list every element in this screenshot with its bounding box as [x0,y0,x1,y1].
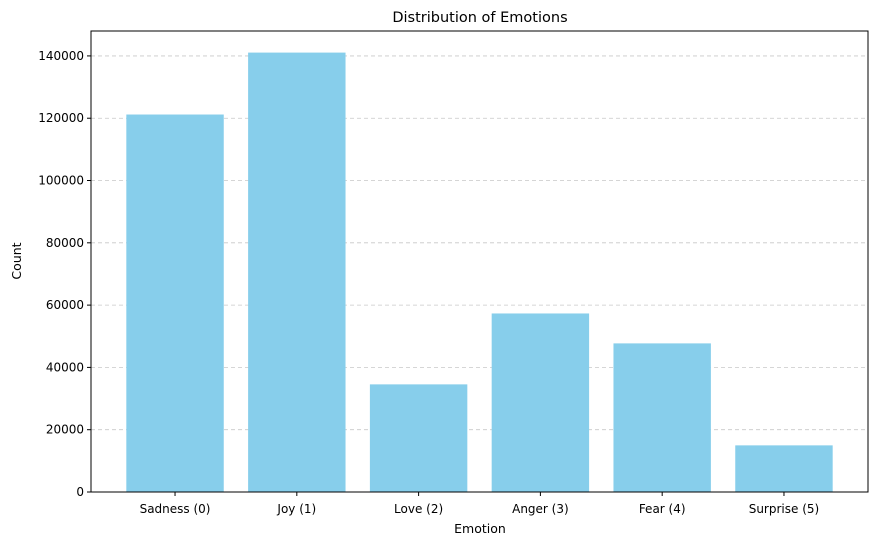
y-axis-label: Count [9,242,24,279]
bar-1 [248,52,346,492]
y-tick-label-0: 0 [76,485,84,499]
plot-frame [90,30,869,493]
x-axis: Sadness (0) Joy (1) Love (2) Anger (3) Fear … [140,492,820,516]
y-tick-label-1: 20000 [46,423,84,437]
bar-4 [613,343,711,492]
x-tick-label-0: Sadness (0) [140,502,211,516]
x-tick-label-3: Anger (3) [512,502,569,516]
x-tick-label-1: Joy (1) [276,502,316,516]
y-tick-label-7: 140000 [38,49,84,63]
bar-5 [735,445,833,492]
bar-3 [491,313,590,492]
x-tick-label-4: Fear (4) [639,502,686,516]
x-tick-label-5: Surprise (5) [749,502,820,516]
bar-2 [369,384,468,492]
bars [126,52,833,493]
y-axis: 0 20000 40000 60000 80000 100000 120000 140000 [38,49,91,499]
y-tick-label-6: 120000 [38,111,84,125]
bar-0 [126,114,224,493]
x-axis-label: Emotion [454,521,506,536]
y-tick-label-2: 40000 [46,360,84,374]
chart-title: Distribution of Emotions [392,10,567,26]
y-tick-label-3: 60000 [46,298,84,312]
y-tick-label-4: 80000 [46,236,84,250]
y-tick-label-5: 100000 [38,174,84,188]
x-tick-label-2: Love (2) [394,502,443,516]
